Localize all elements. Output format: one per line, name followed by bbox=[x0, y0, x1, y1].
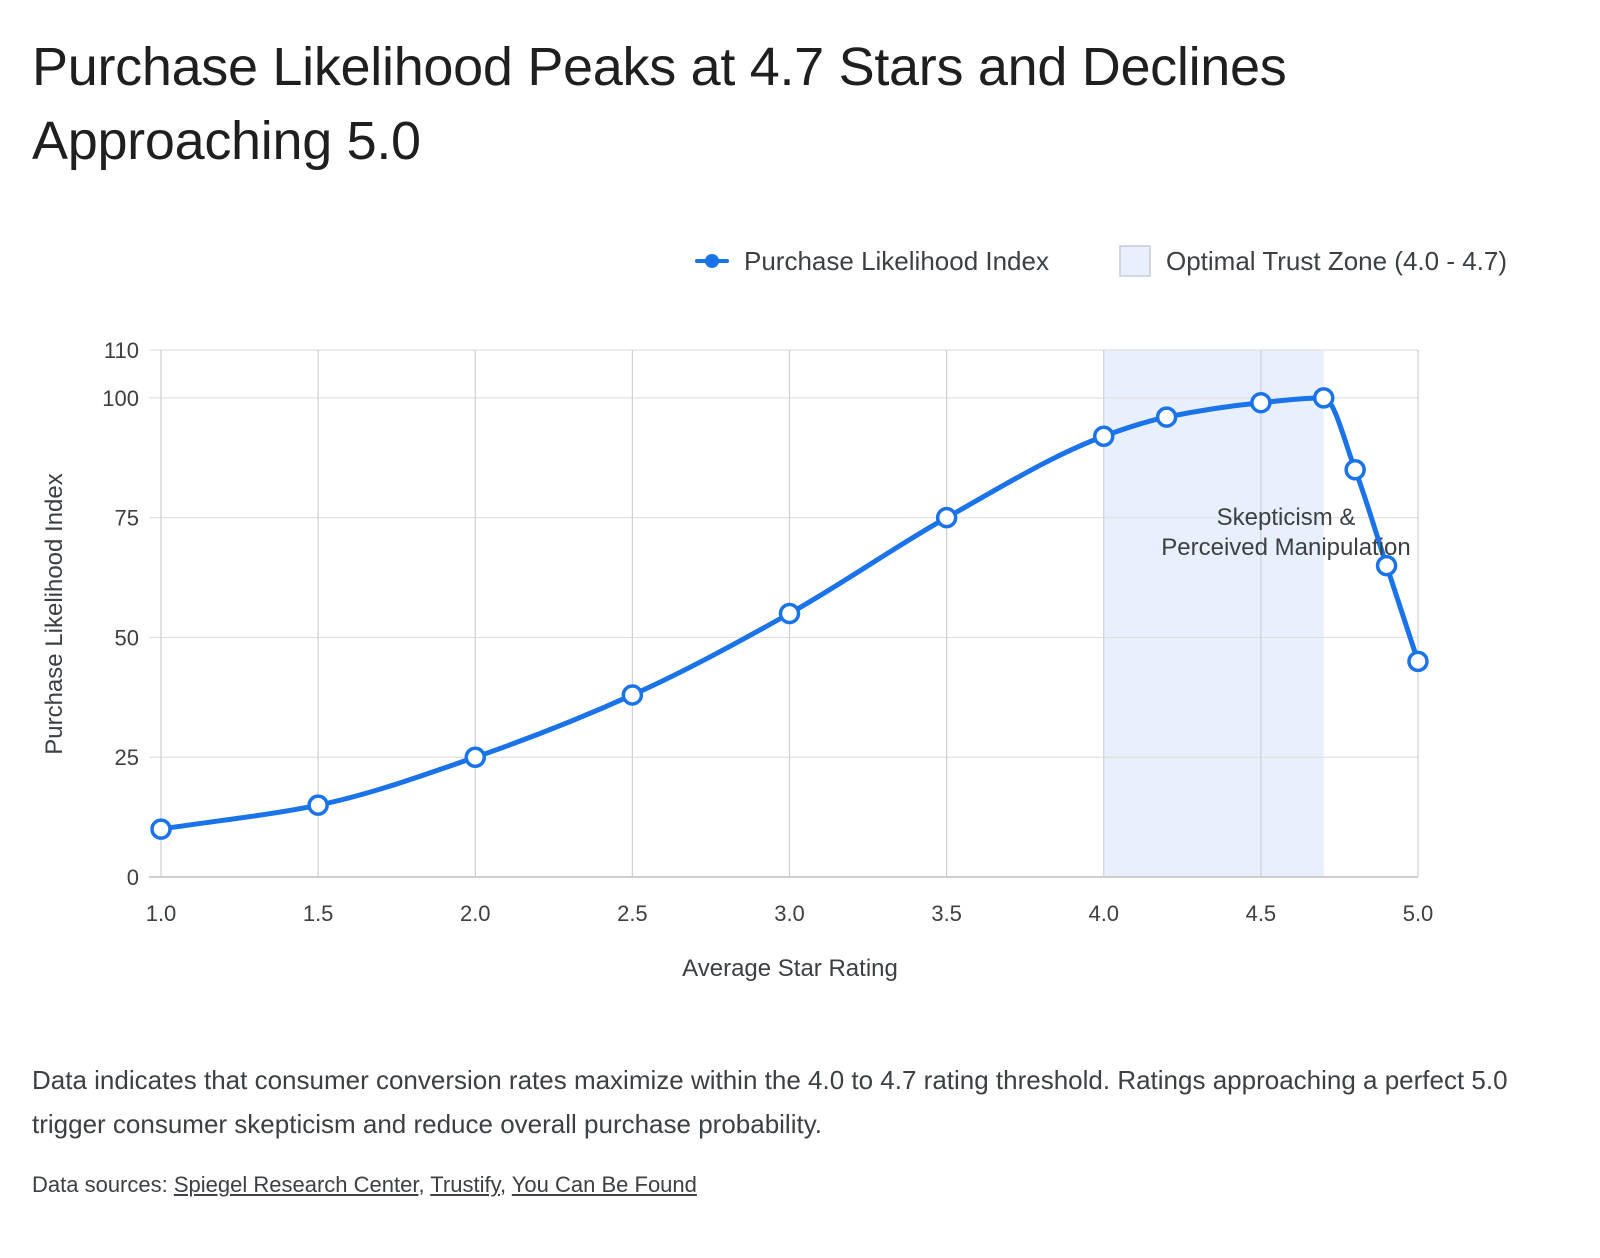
annotation-line: Perceived Manipulation bbox=[1161, 534, 1410, 561]
legend: Purchase Likelihood Index Optimal Trust … bbox=[695, 245, 1507, 277]
data-point[interactable] bbox=[1344, 459, 1366, 481]
data-point[interactable] bbox=[1093, 425, 1115, 447]
x-tick-label: 4.0 bbox=[1088, 901, 1119, 926]
band-layer bbox=[1103, 350, 1324, 877]
legend-band-swatch bbox=[1119, 245, 1151, 277]
data-point[interactable] bbox=[778, 602, 801, 625]
y-tick-label: 75 bbox=[115, 506, 139, 531]
x-tick-label: 3.0 bbox=[774, 901, 805, 926]
x-tick-label: 2.0 bbox=[460, 901, 491, 926]
source-link-spiegel[interactable]: Spiegel Research Center bbox=[173, 1172, 419, 1197]
legend-band-label: Optimal Trust Zone (4.0 - 4.7) bbox=[1166, 246, 1507, 276]
series-layer bbox=[150, 387, 1429, 840]
source-link-trustify[interactable]: Trustify bbox=[430, 1172, 500, 1197]
y-tick-label: 0 bbox=[127, 865, 139, 890]
y-tick-labels: 0 25 50 75 100 110 bbox=[102, 338, 139, 890]
x-tick-label: 2.5 bbox=[617, 901, 648, 926]
data-point[interactable] bbox=[1155, 406, 1178, 428]
chart-title: Purchase Likelihood Peaks at 4.7 Stars a… bbox=[32, 37, 1287, 171]
sources-label: Data sources: bbox=[32, 1172, 168, 1197]
x-tick-labels: 1.0 1.5 2.0 2.5 3.0 3.5 4.0 4.5 5.0 bbox=[146, 901, 1434, 926]
data-point[interactable] bbox=[1375, 554, 1398, 577]
annotation-layer: Skepticism & Perceived Manipulation bbox=[1161, 504, 1410, 561]
data-point[interactable] bbox=[1250, 391, 1272, 414]
x-tick-label: 5.0 bbox=[1403, 901, 1434, 926]
annotation-line: Skepticism & bbox=[1217, 504, 1356, 531]
data-point[interactable] bbox=[1407, 650, 1429, 673]
y-tick-label: 110 bbox=[104, 338, 139, 363]
y-tick-label: 50 bbox=[115, 625, 139, 650]
legend-series-marker bbox=[705, 254, 719, 268]
data-point[interactable] bbox=[621, 684, 644, 706]
x-tick-label: 4.5 bbox=[1246, 901, 1277, 926]
x-tick-label: 3.5 bbox=[931, 901, 962, 926]
x-axis-label: Average Star Rating bbox=[682, 955, 898, 982]
data-point[interactable] bbox=[307, 794, 329, 816]
data-point[interactable] bbox=[464, 746, 486, 768]
legend-item-band[interactable]: Optimal Trust Zone (4.0 - 4.7) bbox=[1119, 245, 1507, 277]
chart: Purchase Likelihood Index Optimal Trust … bbox=[41, 245, 1507, 982]
y-axis-label: Purchase Likelihood Index bbox=[41, 473, 68, 755]
data-sources: Data sources: Spiegel Research Center, T… bbox=[32, 1172, 697, 1197]
data-point[interactable] bbox=[1312, 387, 1335, 409]
chart-caption: Data indicates that consumer conversion … bbox=[32, 1065, 1508, 1139]
source-link-you-can-be-found[interactable]: You Can Be Found bbox=[511, 1172, 697, 1197]
legend-item-series[interactable]: Purchase Likelihood Index bbox=[695, 246, 1049, 276]
legend-series-label: Purchase Likelihood Index bbox=[744, 246, 1049, 276]
x-tick-label: 1.0 bbox=[146, 901, 177, 926]
data-point[interactable] bbox=[150, 818, 172, 840]
x-tick-label: 1.5 bbox=[303, 901, 334, 926]
y-tick-label: 100 bbox=[102, 386, 139, 411]
y-tick-label: 25 bbox=[115, 745, 139, 770]
skepticism-annotation: Skepticism & Perceived Manipulation bbox=[1161, 504, 1410, 561]
data-point[interactable] bbox=[935, 506, 958, 529]
optimal-trust-zone-band bbox=[1103, 350, 1324, 877]
